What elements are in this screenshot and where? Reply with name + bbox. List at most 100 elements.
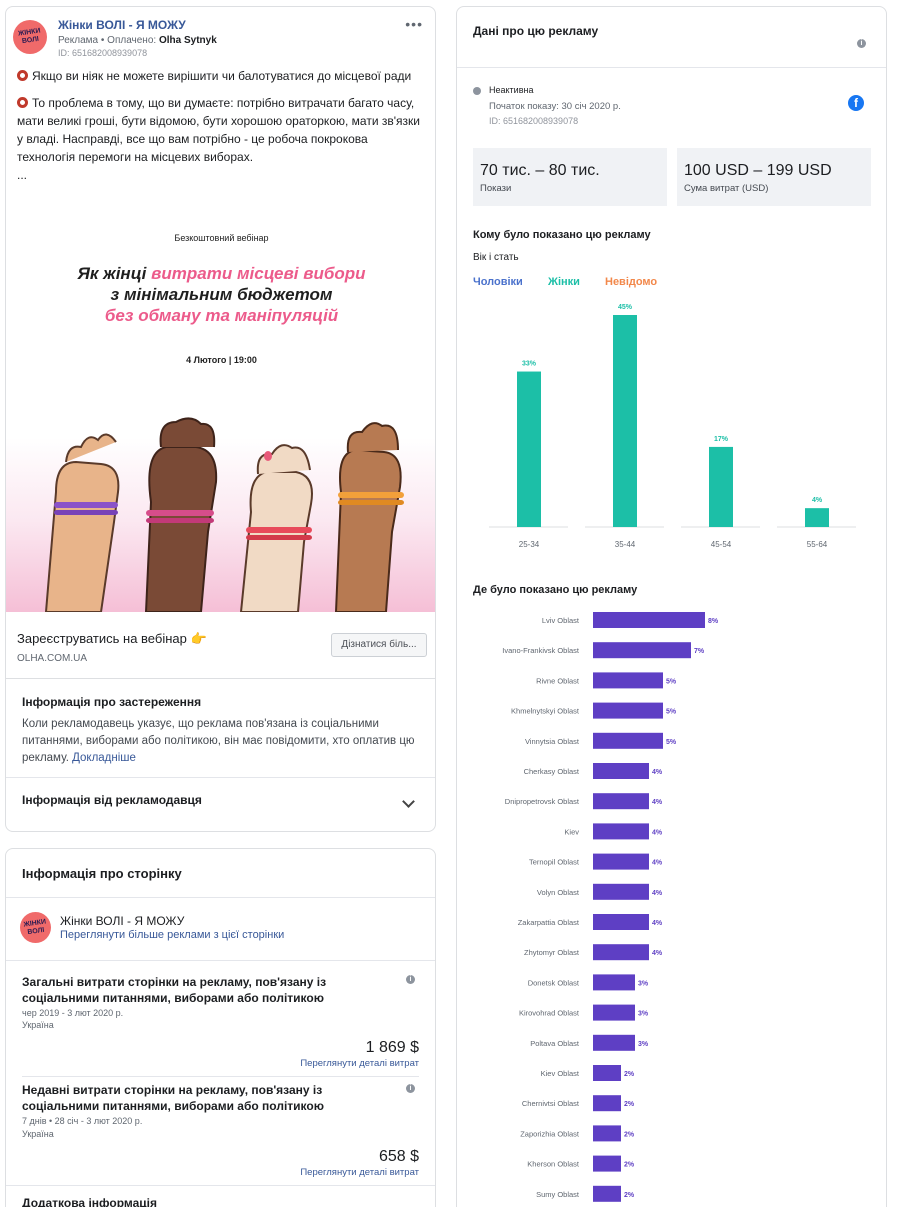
recent-spend-details-link[interactable]: Переглянути деталі витрат [300,1167,419,1178]
region-label: Kiev [564,827,579,836]
page-name-link[interactable]: Жінки ВОЛІ - Я МОЖУ [58,18,186,32]
region-label: Zaporizhia Oblast [520,1129,580,1138]
region-label: Vinnytsia Oblast [525,737,580,746]
recent-spend-range: 7 днів • 28 січ - 3 лют 2020 р. [22,1116,143,1126]
age-tick-label: 25-34 [519,540,540,549]
page-info-title: Інформація про сторінку [22,866,182,881]
facebook-icon: f [848,95,864,111]
region-bar [593,1095,621,1112]
total-spend-amount: 1 869 $ [365,1039,419,1056]
region-bar-label: 2% [624,1192,635,1199]
legend-unknown[interactable]: Невідомо [605,276,658,288]
ad-body-text: Якщо ви ніяк не можете вирішити чи балот… [17,67,429,184]
region-bar [593,793,649,810]
divider [6,777,435,778]
creative-title-a: Як жінці [77,264,152,283]
region-bar [593,1155,621,1172]
age-tick-label: 45-54 [711,540,732,549]
legend-men[interactable]: Чоловіки [473,276,523,288]
region-bar-label: 2% [624,1162,635,1169]
ad-id: ID: 651682008939078 [58,48,148,58]
ad-card: ЖІНКИ ВОЛІ Жінки ВОЛІ - Я МОЖУ Реклама •… [5,6,436,832]
age-bar-label: 45% [618,304,633,311]
disclaimer-text: Коли рекламодавець указує, що реклама по… [22,716,417,767]
spend-value: 100 USD – 199 USD [684,162,832,179]
status-dot-icon [473,87,481,95]
info-icon[interactable]: i [406,1084,415,1093]
region-label: Volyn Oblast [537,888,580,897]
region-bar [593,823,649,840]
cta-domain: OLHA.COM.UA [17,653,88,664]
total-spend-details-link[interactable]: Переглянути деталі витрат [300,1058,419,1069]
page-info-card: Інформація про сторінку ЖІНКИ ВОЛІ Жінки… [5,848,436,1207]
region-label: Rivne Oblast [536,676,580,685]
cta-title[interactable]: Зареєструватись на вебінар 👉 [17,631,207,646]
status-text: Неактивна [489,85,534,95]
paid-by: Olha Sytnyk [158,35,217,46]
region-bar [593,944,649,961]
region-bar [593,1125,621,1142]
cta-row[interactable]: Зареєструватись на вебінар 👉 OLHA.COM.UA… [6,617,435,679]
region-label: Kirovohrad Oblast [519,1009,580,1018]
ad-text-p1: Якщо ви ніяк не можете вирішити чи балот… [32,69,412,83]
page-avatar[interactable]: ЖІНКИ ВОЛІ [20,912,51,943]
region-bar [593,672,663,689]
region-bar [593,612,705,628]
see-more-ads-link[interactable]: Переглянути більше реклами з цієї сторін… [60,929,285,941]
impressions-value: 70 тис. – 80 тис. [480,162,600,179]
region-bar [593,642,691,659]
spend-label: Сума витрат (USD) [684,183,769,194]
region-label: Donetsk Oblast [528,978,580,987]
age-bar [613,315,637,527]
ad-text-p2: То проблема в тому, що ви думаєте: потрі… [17,96,420,164]
more-options-icon[interactable]: ••• [405,16,423,32]
age-bar [517,371,541,527]
start-date: Початок показу: 30 січ 2020 р. [489,101,621,112]
region-label: Ivano-Frankivsk Oblast [502,646,580,655]
legend-women[interactable]: Жінки [548,276,580,288]
region-bar-label: 5% [666,678,677,685]
region-bar-label: 8% [708,618,719,625]
ad-meta: Реклама • Оплачено: Olha Sytnyk [58,35,217,46]
spend-metric: 100 USD – 199 USD Сума витрат (USD) [677,148,871,206]
region-bar [593,1065,621,1081]
age-tick-label: 35-44 [615,540,636,549]
region-label: Ternopil Oblast [529,858,580,867]
ad-creative-image[interactable]: Безкоштовний вебінар Як жінці витрати мі… [6,197,435,612]
region-bar-label: 4% [652,890,663,897]
creative-date: 4 Лютого | 19:00 [186,355,257,365]
page-avatar[interactable]: ЖІНКИ ВОЛІ [13,20,47,54]
region-bar [593,1185,621,1202]
region-bar-label: 4% [652,950,663,957]
info-icon[interactable]: i [406,975,415,984]
advertiser-info-title[interactable]: Інформація від рекламодавця [22,793,202,807]
age-tick-label: 55-64 [807,540,828,549]
divider [6,960,435,961]
info-icon[interactable]: i [857,39,866,48]
impressions-metric: 70 тис. – 80 тис. Покази [473,148,667,206]
ad-text-more[interactable]: ... [17,168,28,182]
region-bar-label: 4% [652,860,663,867]
region-bar [593,763,649,779]
creative-title-b: витрати місцеві вибори [151,264,366,283]
region-label: Zakarpattia Oblast [518,918,580,927]
region-label: Kiev Oblast [541,1069,580,1078]
disclaimer-title: Інформація про застереження [22,695,202,709]
chevron-down-icon[interactable] [402,795,415,808]
region-bar-label: 4% [652,769,663,776]
learn-more-link[interactable]: Докладніше [72,752,136,764]
audience-title: Кому було показано цю рекламу [473,229,651,241]
region-bar-label: 2% [624,1131,635,1138]
region-title: Де було показано цю рекламу [473,584,638,596]
divider [22,1076,419,1077]
region-label: Chernivtsi Oblast [522,1099,580,1108]
page-name: Жінки ВОЛІ - Я МОЖУ [60,914,185,928]
recent-spend-amount: 658 $ [378,1148,419,1165]
creative-headline: Як жінці витрати місцеві вибори з мініма… [6,263,435,326]
region-bar [593,853,649,870]
recent-spend-title: Недавні витрати сторінки на рекламу, пов… [22,1083,324,1113]
creative-title-d: без обману та маніпуляцій [104,306,339,325]
region-label: Kherson Oblast [527,1160,580,1169]
region-bar [593,1034,635,1051]
learn-more-button[interactable]: Дізнатися біль... [331,633,427,657]
